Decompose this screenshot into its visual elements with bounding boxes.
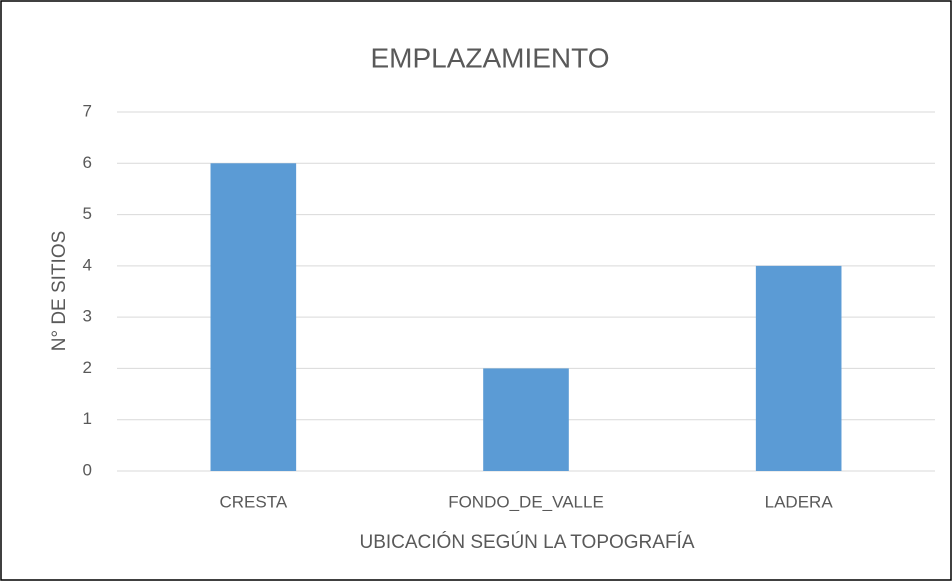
- y-tick-label: 5: [83, 204, 92, 223]
- x-tick-label: FONDO_DE_VALLE: [448, 492, 604, 511]
- bar: [483, 368, 569, 471]
- y-tick-label: 3: [83, 307, 92, 326]
- y-tick-label: 4: [83, 255, 92, 274]
- x-axis-label: UBICACIÓN SEGÚN LA TOPOGRAFÍA: [359, 531, 694, 553]
- x-tick-label: CRESTA: [219, 492, 287, 511]
- y-tick-label: 7: [83, 101, 92, 120]
- y-tick-label: 2: [83, 358, 92, 377]
- y-tick-label: 1: [83, 409, 92, 428]
- bar: [210, 163, 297, 472]
- y-axis-label: N° DE SITIOS: [49, 231, 70, 352]
- bar: [755, 265, 842, 471]
- y-tick-label: 0: [83, 460, 92, 479]
- x-tick-label: LADERA: [765, 492, 834, 511]
- y-tick-label: 6: [83, 153, 92, 172]
- chart-title: EMPLAZAMIENTO: [370, 42, 609, 73]
